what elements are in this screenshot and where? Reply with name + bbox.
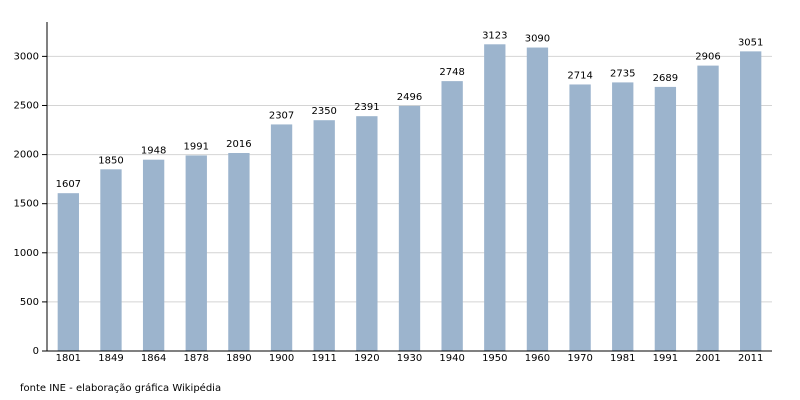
x-tick-label: 1991 [653,353,678,364]
x-tick-label: 1849 [98,353,123,364]
x-tick-label: 1930 [397,353,422,364]
data-label: 2748 [439,67,464,78]
x-tick-label: 1801 [56,353,81,364]
x-tick-label: 1960 [525,353,550,364]
bar [612,82,634,352]
data-label: 2735 [610,68,635,79]
y-tick-label: 2500 [14,100,39,111]
data-label: 2016 [226,139,251,150]
x-tick-label: 2011 [738,353,763,364]
bar [356,116,378,351]
x-tick-label: 1950 [482,353,507,364]
data-label: 3051 [738,37,763,48]
data-label: 2391 [354,102,379,113]
y-tick-label: 1500 [14,199,39,210]
data-label: 2906 [695,52,720,63]
bar [441,81,463,351]
data-label: 2307 [269,110,294,121]
y-tick-label: 2000 [14,150,39,161]
data-label: 3090 [525,34,550,45]
bar [654,86,677,351]
bar [142,159,165,351]
bar [228,153,250,351]
bar [526,47,549,351]
data-label: 2689 [653,73,678,84]
bar [740,51,762,352]
bar [185,155,207,351]
y-tick-label: 0 [33,346,39,357]
data-label: 1850 [98,155,123,166]
x-tick-label: 1900 [269,353,294,364]
data-label: 2714 [567,70,592,81]
bar [270,124,293,351]
data-label: 1607 [56,179,81,190]
y-tick-label: 3000 [14,51,39,62]
x-tick-label: 1970 [567,353,592,364]
x-tick-label: 1890 [226,353,251,364]
source-note: fonte INE - elaboração gráfica Wikipédia [20,382,221,394]
x-tick-label: 1864 [141,353,166,364]
x-tick-label: 1911 [311,353,336,364]
data-label: 1948 [141,146,166,157]
data-label: 2350 [311,106,336,117]
bar [313,120,335,351]
data-label: 2496 [397,92,422,103]
x-tick-label: 1878 [184,353,209,364]
bar [569,84,591,352]
bar [57,193,79,351]
bar [697,65,719,352]
x-tick-label: 2001 [695,353,720,364]
y-tick-label: 1000 [14,248,39,259]
x-tick-label: 1920 [354,353,379,364]
data-label: 1991 [184,141,209,152]
bar [484,44,506,352]
bar [100,169,122,351]
bar [398,105,421,351]
data-label: 3123 [482,30,507,41]
y-tick-label: 500 [20,297,39,308]
x-tick-label: 1940 [439,353,464,364]
x-tick-label: 1981 [610,353,635,364]
